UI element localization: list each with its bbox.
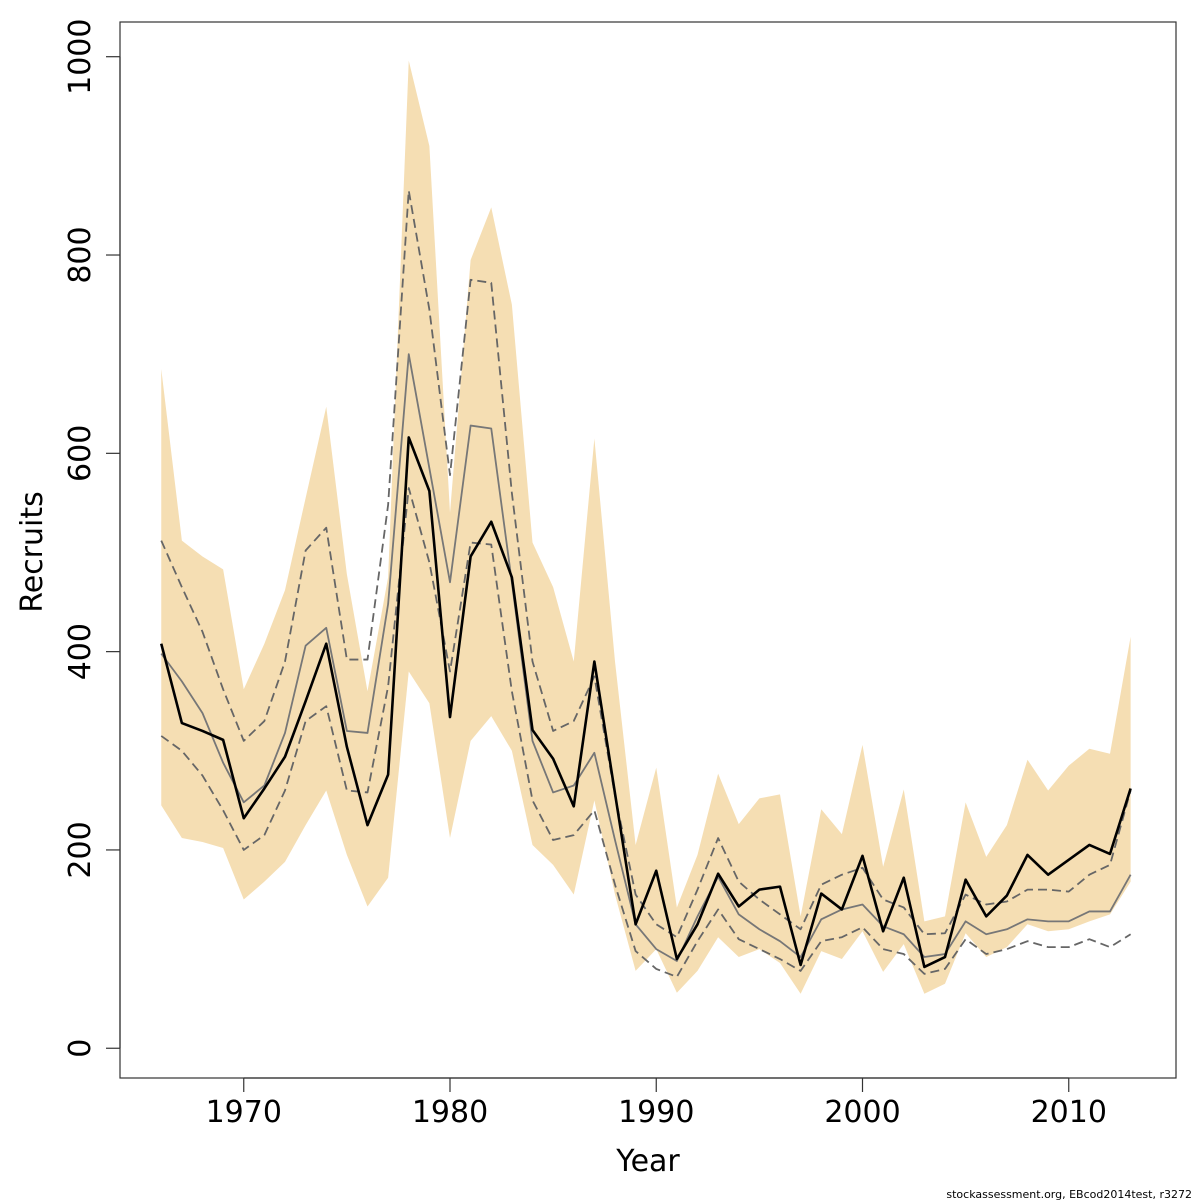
footer-note: stockassessment.org, EBcod2014test, r327… bbox=[946, 1188, 1192, 1200]
y-axis-title: Recruits bbox=[15, 491, 50, 613]
x-axis: 1970 1980 1990 2000 2010 bbox=[206, 1077, 1107, 1130]
y-tick-label: 400 bbox=[63, 623, 98, 680]
y-axis: 0 200 400 600 800 1000 bbox=[63, 19, 121, 1058]
series-layer bbox=[159, 189, 1132, 978]
x-tick-label: 1990 bbox=[618, 1095, 694, 1130]
y-tick-label: 1000 bbox=[63, 19, 98, 95]
y-tick-label: 200 bbox=[63, 821, 98, 878]
recruits-estimate-line bbox=[159, 436, 1132, 969]
x-tick-label: 1970 bbox=[206, 1095, 282, 1130]
x-tick-label: 2000 bbox=[824, 1095, 900, 1130]
y-tick-label: 600 bbox=[63, 425, 98, 482]
x-tick-label: 2010 bbox=[1031, 1095, 1107, 1130]
median-line bbox=[160, 353, 1132, 962]
y-tick-label: 800 bbox=[63, 226, 98, 283]
confidence-band-layer bbox=[161, 60, 1131, 994]
lower-dashed-line bbox=[160, 487, 1132, 978]
x-tick-label: 1980 bbox=[412, 1095, 488, 1130]
y-tick-label: 0 bbox=[63, 1039, 98, 1058]
confidence-band bbox=[161, 60, 1131, 994]
x-axis-title: Year bbox=[615, 1144, 680, 1179]
